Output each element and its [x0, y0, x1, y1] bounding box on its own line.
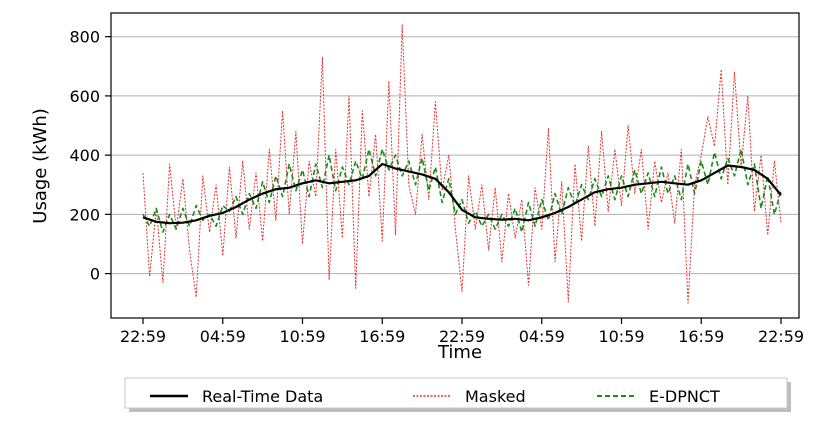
legend: Real-Time Data Masked E-DPNCT: [124, 377, 791, 412]
y-tick-label-4: 800: [69, 28, 100, 47]
x-tick-label-5: 04:59: [519, 327, 565, 346]
legend-box: [124, 377, 788, 409]
legend-label-1: Masked: [465, 387, 526, 406]
gridlines: [111, 36, 799, 275]
series-line-2: [142, 148, 782, 233]
legend-label-0: Real-Time Data: [202, 387, 323, 406]
y-tick-label-0: 0: [90, 265, 100, 284]
y-axis-label: Usage (kWh): [30, 108, 51, 223]
x-axis-label: Time: [437, 342, 482, 363]
y-tick-label-1: 200: [69, 205, 100, 224]
series-line-0: [142, 162, 782, 225]
x-tick-label-4: 22:59: [439, 327, 485, 346]
legend-label-2: E-DPNCT: [649, 387, 720, 406]
legend-items: Real-Time Data Masked E-DPNCT: [150, 387, 720, 406]
x-tick-label-7: 16:59: [678, 327, 724, 346]
x-tick-label-6: 10:59: [598, 327, 644, 346]
x-axis-ticks: 22:59 04:59 10:59 16:59 22:59 04:59 10:59 16:59…: [120, 318, 804, 346]
x-tick-label-3: 16:59: [359, 327, 405, 346]
y-tick-label-2: 400: [69, 146, 100, 165]
x-tick-label-1: 04:59: [200, 327, 246, 346]
series-lines: [142, 24, 782, 304]
x-tick-label-0: 22:59: [120, 327, 166, 346]
y-axis-ticks: 0 200 400 600 800: [69, 28, 111, 284]
x-tick-label-8: 22:59: [758, 327, 804, 346]
x-tick-label-2: 10:59: [279, 327, 325, 346]
y-tick-label-3: 600: [69, 87, 100, 106]
series-line-1: [142, 24, 782, 304]
plot-area-frame: [110, 12, 800, 319]
